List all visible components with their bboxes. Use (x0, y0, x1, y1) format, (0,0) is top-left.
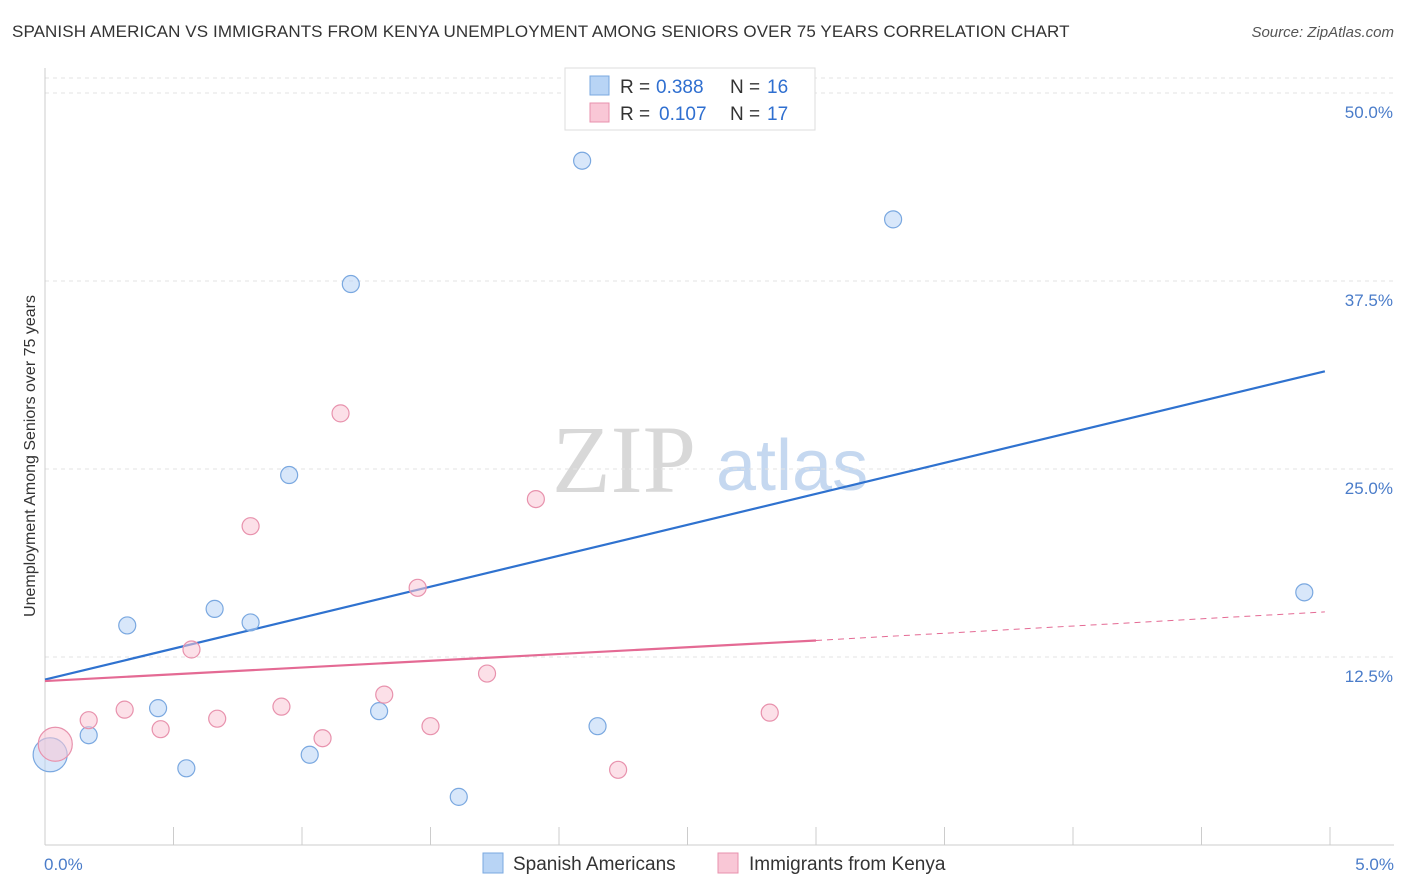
point-spanish-americans-11 (449, 787, 468, 806)
legend-r-value-pink: 0.107 (659, 104, 707, 125)
point-immigrants-from-kenya-9 (331, 404, 350, 423)
point-immigrants-from-kenya-14 (526, 489, 545, 509)
point-immigrants-from-kenya-15 (609, 760, 628, 779)
source-label: Source: ZipAtlas.com (1251, 24, 1394, 41)
bottom-legend-swatch-pink (717, 852, 739, 874)
legend-r-label-blue: R = (620, 77, 655, 98)
watermark-atlas: atlas (716, 426, 868, 506)
trend-line-spanish-americans (44, 370, 1326, 681)
point-spanish-americans-14 (883, 210, 903, 229)
legend-n-label-pink: N = (730, 104, 765, 125)
bottom-legend-label-pink: Immigrants from Kenya (749, 854, 946, 875)
point-immigrants-from-kenya-3 (151, 720, 170, 739)
grid-lines (45, 77, 1394, 658)
point-spanish-americans-5 (205, 599, 224, 618)
x-tick-label-max: 5.0% (1355, 855, 1394, 874)
point-immigrants-from-kenya-7 (272, 697, 291, 716)
point-immigrants-from-kenya-8 (313, 729, 332, 748)
legend-r-label-pink: R = (620, 104, 655, 125)
point-spanish-americans-13 (588, 717, 607, 736)
trend-lines (44, 370, 1326, 683)
point-spanish-americans-12 (573, 151, 592, 170)
point-immigrants-from-kenya-2 (115, 700, 134, 719)
point-spanish-americans-4 (177, 759, 196, 778)
legend-n-value-pink: 17 (767, 104, 788, 125)
point-immigrants-from-kenya-1 (79, 711, 98, 730)
point-spanish-americans-6 (241, 613, 260, 632)
bottom-legend-label-blue: Spanish Americans (513, 854, 676, 875)
chart-title: SPANISH AMERICAN VS IMMIGRANTS FROM KENY… (12, 22, 1070, 41)
y-tick-label-2: 37.5% (1345, 291, 1393, 310)
point-spanish-americans-9 (341, 274, 360, 294)
legend-swatch-blue (589, 75, 610, 96)
correlation-legend: R = 0.388 N = 16 R = 0.107 N = 17 (564, 67, 816, 131)
point-immigrants-from-kenya-10 (375, 685, 394, 704)
point-immigrants-from-kenya-5 (208, 709, 227, 728)
data-points (32, 151, 1314, 806)
point-immigrants-from-kenya-11 (408, 578, 427, 597)
point-immigrants-from-kenya-16 (760, 703, 779, 722)
bottom-legend-swatch-blue (482, 852, 504, 874)
watermark-zip: ZIP (552, 406, 696, 513)
point-spanish-americans-10 (370, 702, 389, 721)
x-tick-label-min: 0.0% (44, 855, 83, 874)
point-spanish-americans-15 (1295, 583, 1314, 602)
point-immigrants-from-kenya-13 (477, 664, 497, 683)
point-immigrants-from-kenya-4 (182, 640, 201, 659)
legend-r-value-blue: 0.388 (656, 77, 704, 98)
trend-line-kenya-extension (815, 611, 1325, 641)
point-spanish-americans-3 (148, 699, 168, 718)
y-tick-label-1: 25.0% (1345, 479, 1393, 498)
axes (44, 68, 1394, 846)
trend-line-immigrants-from-kenya (44, 639, 817, 683)
point-immigrants-from-kenya-0 (37, 726, 73, 762)
point-immigrants-from-kenya-6 (241, 517, 260, 536)
legend-n-label-blue: N = (730, 77, 765, 98)
point-spanish-americans-8 (300, 745, 319, 764)
point-spanish-americans-7 (280, 465, 299, 485)
point-immigrants-from-kenya-12 (421, 717, 440, 736)
y-tick-label-0: 12.5% (1345, 667, 1393, 686)
y-tick-labels: 12.5% 25.0% 37.5% 50.0% (1345, 103, 1393, 686)
legend-swatch-pink (589, 102, 610, 123)
point-spanish-americans-2 (118, 616, 137, 635)
series-legend: Spanish Americans Immigrants from Kenya (482, 852, 946, 875)
y-axis-label: Unemployment Among Seniors over 75 years (22, 295, 39, 617)
legend-n-value-blue: 16 (767, 77, 788, 98)
y-tick-label-3: 50.0% (1345, 103, 1393, 122)
